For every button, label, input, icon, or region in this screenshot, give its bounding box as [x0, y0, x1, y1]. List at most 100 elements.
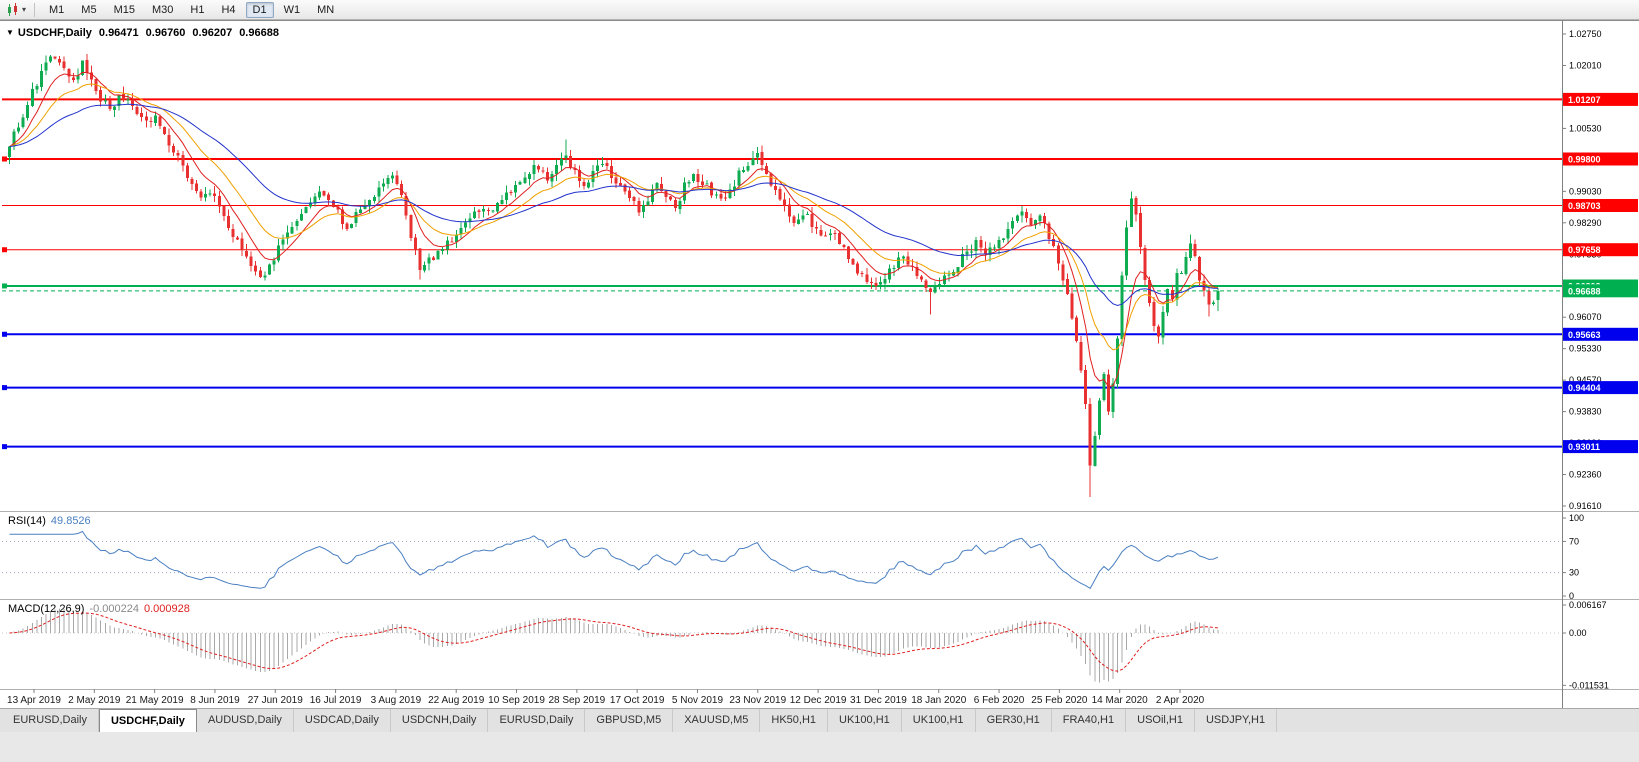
price-chart-svg[interactable]: 1.027501.020101.012701.005300.997900.990… [0, 21, 1639, 709]
svg-text:13 Apr 2019: 13 Apr 2019 [7, 695, 61, 706]
window-bottom-area [0, 732, 1639, 762]
tab-usdchf-daily[interactable]: USDCHF,Daily [98, 709, 197, 732]
tab-hk50-h1[interactable]: HK50,H1 [760, 709, 829, 732]
timeframe-button-m1[interactable]: M1 [49, 3, 65, 16]
chart-window[interactable]: 1.027501.020101.012701.005300.997900.990… [0, 20, 1639, 709]
price-axis-badges[interactable]: 1.012070.998000.987030.976580.968030.956… [1563, 92, 1638, 454]
rsi-value: 49.8526 [50, 515, 91, 527]
svg-text:27 Jun 2019: 27 Jun 2019 [248, 695, 303, 706]
svg-text:0.99800: 0.99800 [1568, 154, 1601, 164]
svg-text:0.96688: 0.96688 [1568, 286, 1601, 296]
line-handle [2, 247, 7, 253]
ohlc-close: 0.96688 [239, 27, 279, 39]
ma-fast-line [9, 71, 1218, 388]
price-badge [1563, 327, 1638, 341]
svg-text:0.97658: 0.97658 [1568, 245, 1601, 255]
svg-text:6 Feb 2020: 6 Feb 2020 [974, 695, 1025, 706]
macd-indicator-label: MACD(12,26,9) -0.000224 0.000928 [8, 603, 190, 615]
macd-histogram [13, 608, 1219, 683]
timeframe-button-m5[interactable]: M5 [81, 3, 97, 16]
svg-text:0.93011: 0.93011 [1568, 442, 1600, 452]
svg-text:12 Dec 2019: 12 Dec 2019 [790, 695, 847, 706]
price-badge [1563, 243, 1638, 257]
timeframe-button-h1[interactable]: H1 [190, 3, 205, 16]
svg-text:0.96070: 0.96070 [1569, 312, 1602, 322]
ohlc-low: 0.96207 [192, 27, 233, 39]
tab-ger30-h1[interactable]: GER30,H1 [975, 709, 1052, 732]
svg-text:31 Dec 2019: 31 Dec 2019 [850, 695, 907, 706]
price-badge [1563, 92, 1638, 106]
tab-usoil-h1[interactable]: USOil,H1 [1126, 709, 1195, 732]
tab-usdcnh-daily[interactable]: USDCNH,Daily [390, 709, 489, 732]
svg-text:0.92360: 0.92360 [1569, 470, 1602, 480]
rsi-line [9, 530, 1219, 590]
tab-eurusd-daily[interactable]: EURUSD,Daily [2, 709, 99, 732]
tab-uk100-h1[interactable]: UK100,H1 [828, 709, 902, 732]
line-handle [2, 331, 7, 337]
price-badge [1563, 284, 1638, 298]
chart-type-dropdown-arrow[interactable]: ▾ [22, 5, 27, 14]
line-handle [2, 444, 7, 450]
moving-averages [9, 71, 1218, 388]
tab-uk100-h1[interactable]: UK100,H1 [901, 709, 976, 732]
svg-text:0.94404: 0.94404 [1568, 383, 1601, 393]
triangle-down-icon: ▼ [6, 28, 14, 37]
rsi-indicator-label: RSI(14) 49.8526 [8, 515, 91, 527]
svg-text:3 Aug 2019: 3 Aug 2019 [371, 695, 422, 706]
chart-type-icon[interactable] [5, 2, 21, 17]
svg-text:16 Jul 2019: 16 Jul 2019 [310, 695, 362, 706]
timeframe-buttons: M1 M5 M15 M30 H1 H4 D1 W1 MN [42, 1, 341, 18]
price-badge [1563, 381, 1638, 395]
horizontal-lines[interactable] [2, 98, 1562, 450]
svg-text:1.01207: 1.01207 [1568, 95, 1601, 105]
svg-text:70: 70 [1569, 536, 1579, 546]
svg-text:2 May 2019: 2 May 2019 [68, 695, 121, 706]
line-handle [2, 283, 7, 289]
timeframe-button-m30[interactable]: M30 [151, 3, 174, 16]
ma-mid-line [9, 83, 1218, 351]
svg-text:25 Feb 2020: 25 Feb 2020 [1031, 695, 1088, 706]
timeframe-button-mn[interactable]: MN [317, 3, 335, 16]
svg-text:0.93830: 0.93830 [1569, 407, 1602, 417]
timeframe-button-h4[interactable]: H4 [221, 3, 236, 16]
macd-signal-line [9, 612, 1218, 672]
svg-text:10 Sep 2019: 10 Sep 2019 [488, 695, 545, 706]
svg-text:5 Nov 2019: 5 Nov 2019 [672, 695, 724, 706]
chart-background[interactable] [0, 21, 1639, 709]
price-badge [1563, 152, 1638, 166]
svg-text:2 Apr 2020: 2 Apr 2020 [1156, 695, 1205, 706]
svg-text:30: 30 [1569, 568, 1579, 578]
macd-name: MACD(12,26,9) [8, 603, 85, 615]
svg-text:28 Sep 2019: 28 Sep 2019 [548, 695, 605, 706]
rsi-name: RSI(14) [8, 515, 46, 527]
svg-text:0.006167: 0.006167 [1569, 600, 1607, 610]
svg-text:21 May 2019: 21 May 2019 [126, 695, 184, 706]
timeframe-button-m15[interactable]: M15 [113, 3, 135, 16]
tab-xauusd-m5[interactable]: XAUUSD,M5 [673, 709, 761, 732]
line-handle [2, 385, 7, 391]
macd-value-signal: 0.000928 [143, 603, 190, 615]
svg-text:100: 100 [1569, 513, 1584, 523]
tab-eurusd-daily[interactable]: EURUSD,Daily [488, 709, 586, 732]
svg-text:-0.011531: -0.011531 [1569, 680, 1609, 690]
tab-usdcad-daily[interactable]: USDCAD,Daily [293, 709, 391, 732]
timeframe-button-w1[interactable]: W1 [283, 3, 301, 16]
chart-title: ▼ USDCHF,Daily 0.96471 0.96760 0.96207 0.9668… [6, 27, 279, 39]
svg-text:0.98703: 0.98703 [1568, 201, 1601, 211]
tab-audusd-daily[interactable]: AUDUSD,Daily [196, 709, 294, 732]
chart-symbol-period: USDCHF,Daily [17, 27, 92, 39]
rsi-scale: 100 70 30 0 [2, 513, 1584, 601]
tab-gbpusd-m5[interactable]: GBPUSD,M5 [585, 709, 674, 732]
svg-text:23 Nov 2019: 23 Nov 2019 [729, 695, 786, 706]
top-toolbar: ▾ M1 M5 M15 M30 H1 H4 D1 W1 MN [0, 0, 1639, 20]
svg-text:8 Jun 2019: 8 Jun 2019 [190, 695, 240, 706]
chart-tabs: EURUSD,Daily USDCHF,Daily AUDUSD,Daily USDC… [0, 708, 1639, 732]
tab-usdjpy-h1[interactable]: USDJPY,H1 [1194, 709, 1278, 732]
date-axis[interactable]: 13 Apr 2019 2 May 2019 21 May 2019 8 Jun 20… [7, 689, 1205, 706]
timeframe-button-d1[interactable]: D1 [245, 1, 274, 18]
tab-fra40-h1[interactable]: FRA40,H1 [1051, 709, 1127, 732]
svg-text:0.94570: 0.94570 [1569, 375, 1602, 385]
svg-text:0.99030: 0.99030 [1569, 186, 1602, 196]
svg-text:0.95330: 0.95330 [1569, 344, 1602, 354]
toolbar-separator [34, 2, 36, 17]
